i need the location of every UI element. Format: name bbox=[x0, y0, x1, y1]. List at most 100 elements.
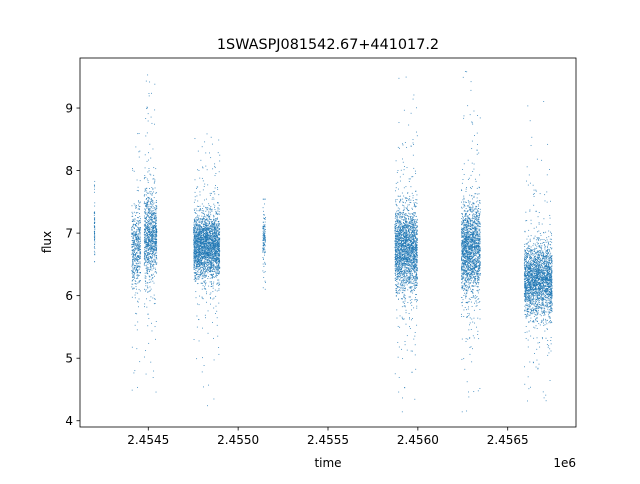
data-point bbox=[197, 260, 198, 262]
data-point bbox=[153, 202, 155, 204]
data-point bbox=[132, 260, 134, 262]
data-point bbox=[135, 146, 137, 148]
data-point bbox=[149, 191, 151, 193]
data-point bbox=[148, 245, 150, 247]
data-point bbox=[395, 232, 397, 234]
data-point bbox=[149, 173, 151, 175]
data-point bbox=[133, 235, 135, 237]
data-point bbox=[193, 226, 195, 227]
data-point bbox=[152, 261, 153, 263]
data-point bbox=[406, 237, 408, 239]
data-point bbox=[212, 264, 214, 266]
data-point bbox=[197, 276, 199, 278]
data-point bbox=[138, 242, 140, 243]
data-point bbox=[134, 243, 136, 245]
data-point bbox=[145, 212, 147, 214]
data-point bbox=[201, 270, 203, 272]
data-point bbox=[134, 277, 136, 279]
data-point bbox=[139, 290, 141, 292]
data-point bbox=[216, 212, 217, 214]
data-point bbox=[154, 237, 156, 239]
data-point bbox=[152, 227, 154, 229]
data-point bbox=[199, 177, 201, 179]
data-point bbox=[137, 300, 138, 302]
data-point bbox=[218, 247, 220, 249]
data-point bbox=[407, 277, 408, 279]
data-point bbox=[209, 242, 211, 243]
data-point bbox=[150, 218, 152, 220]
data-point bbox=[407, 238, 409, 240]
data-point bbox=[213, 227, 215, 229]
data-point bbox=[136, 259, 138, 261]
data-point bbox=[203, 250, 205, 252]
data-point bbox=[148, 241, 150, 242]
data-point bbox=[145, 118, 147, 119]
data-point bbox=[150, 264, 152, 266]
data-point bbox=[152, 236, 154, 238]
data-point bbox=[406, 254, 408, 256]
data-point bbox=[135, 312, 137, 314]
data-point bbox=[151, 234, 153, 236]
data-point bbox=[155, 228, 157, 230]
data-point bbox=[219, 250, 221, 252]
data-point bbox=[403, 215, 405, 217]
data-point bbox=[209, 250, 211, 252]
data-point bbox=[193, 272, 195, 274]
data-point bbox=[152, 244, 154, 246]
data-point bbox=[413, 256, 415, 258]
data-point bbox=[218, 232, 220, 234]
data-point bbox=[145, 206, 147, 207]
data-point bbox=[218, 258, 220, 259]
data-point bbox=[155, 231, 157, 233]
data-point bbox=[402, 250, 404, 252]
data-point bbox=[196, 219, 198, 221]
data-point bbox=[215, 253, 217, 255]
data-point bbox=[137, 133, 139, 135]
data-point bbox=[405, 217, 407, 219]
data-point bbox=[194, 235, 196, 236]
data-point bbox=[151, 92, 152, 94]
data-point bbox=[152, 201, 153, 203]
data-point bbox=[209, 262, 211, 264]
data-point bbox=[150, 218, 152, 220]
data-point bbox=[145, 203, 147, 205]
data-point bbox=[398, 243, 400, 245]
data-point bbox=[210, 231, 212, 233]
data-point bbox=[210, 241, 212, 243]
data-point bbox=[212, 168, 214, 170]
data-point bbox=[144, 233, 146, 235]
data-point bbox=[201, 222, 203, 224]
data-point bbox=[195, 222, 197, 224]
data-point bbox=[139, 239, 141, 240]
data-point bbox=[414, 242, 416, 244]
data-point bbox=[406, 279, 408, 281]
data-point bbox=[218, 249, 220, 251]
data-point bbox=[198, 247, 200, 249]
data-point bbox=[262, 251, 264, 253]
data-point bbox=[94, 238, 96, 240]
data-point bbox=[149, 290, 151, 292]
data-point bbox=[135, 234, 137, 236]
data-point bbox=[149, 221, 151, 223]
data-point bbox=[212, 298, 214, 300]
data-point bbox=[144, 243, 146, 244]
data-point bbox=[144, 236, 146, 238]
data-point bbox=[210, 247, 212, 249]
data-point bbox=[206, 219, 208, 221]
data-point bbox=[216, 259, 218, 260]
data-point bbox=[199, 232, 201, 234]
data-point bbox=[203, 239, 205, 241]
data-point bbox=[409, 264, 411, 266]
data-point bbox=[210, 245, 211, 247]
data-point bbox=[216, 244, 218, 246]
data-point bbox=[132, 250, 134, 252]
data-point bbox=[213, 246, 215, 248]
data-point bbox=[153, 216, 155, 218]
data-point bbox=[145, 242, 147, 244]
data-point bbox=[149, 200, 151, 202]
data-point bbox=[415, 276, 417, 277]
data-point bbox=[145, 267, 147, 269]
data-point bbox=[154, 83, 156, 85]
data-point bbox=[154, 215, 156, 216]
data-point bbox=[139, 227, 141, 229]
